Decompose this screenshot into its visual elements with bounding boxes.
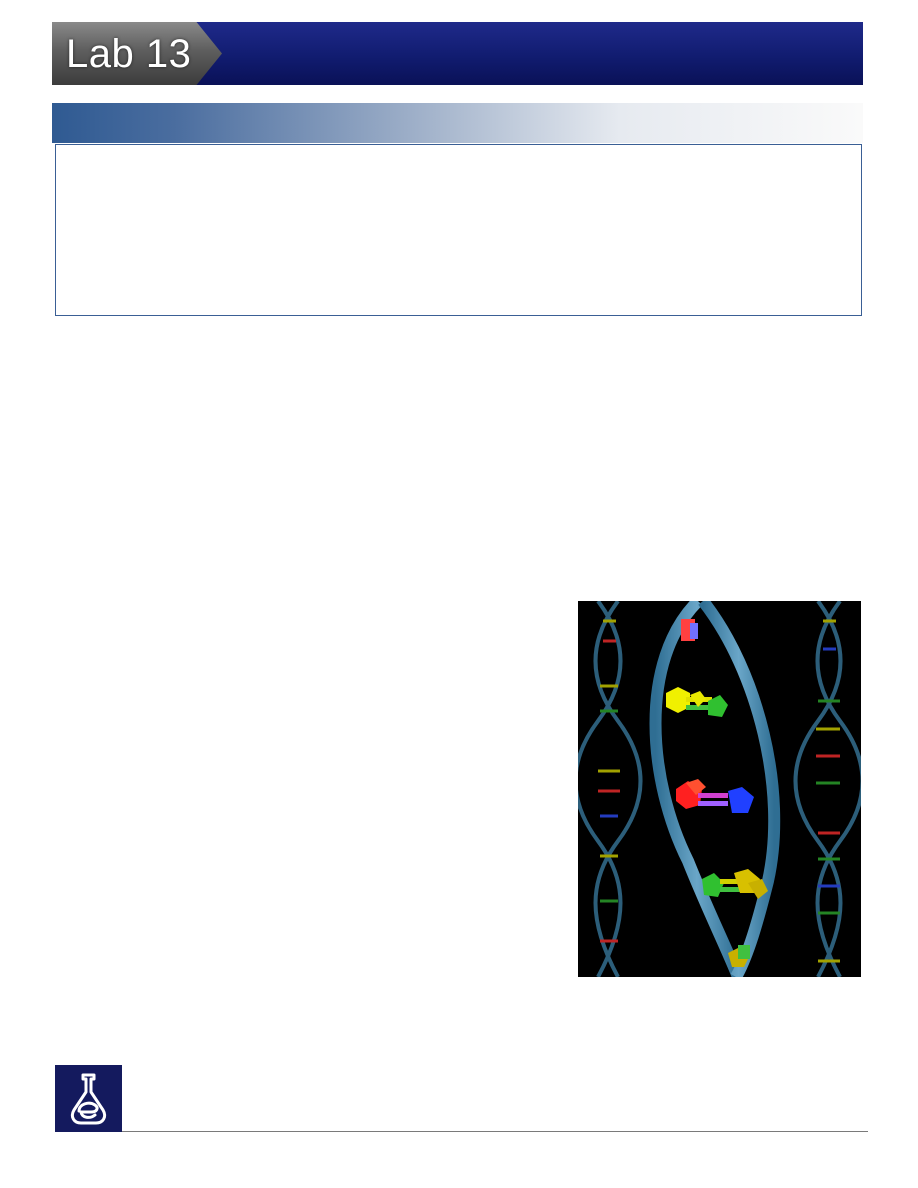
lab-tab [52,22,222,85]
footer-divider [122,1131,868,1132]
flask-e-logo [55,1065,122,1132]
section-banner [52,103,863,143]
dna-image [578,601,861,977]
section-content-box [55,144,862,316]
lab-title: Lab 13 [66,32,192,76]
flask-logo-icon [70,1073,107,1125]
header-bar [192,22,863,85]
lab-header: Lab 13 [52,22,863,85]
dna-helix-icon [578,601,861,977]
